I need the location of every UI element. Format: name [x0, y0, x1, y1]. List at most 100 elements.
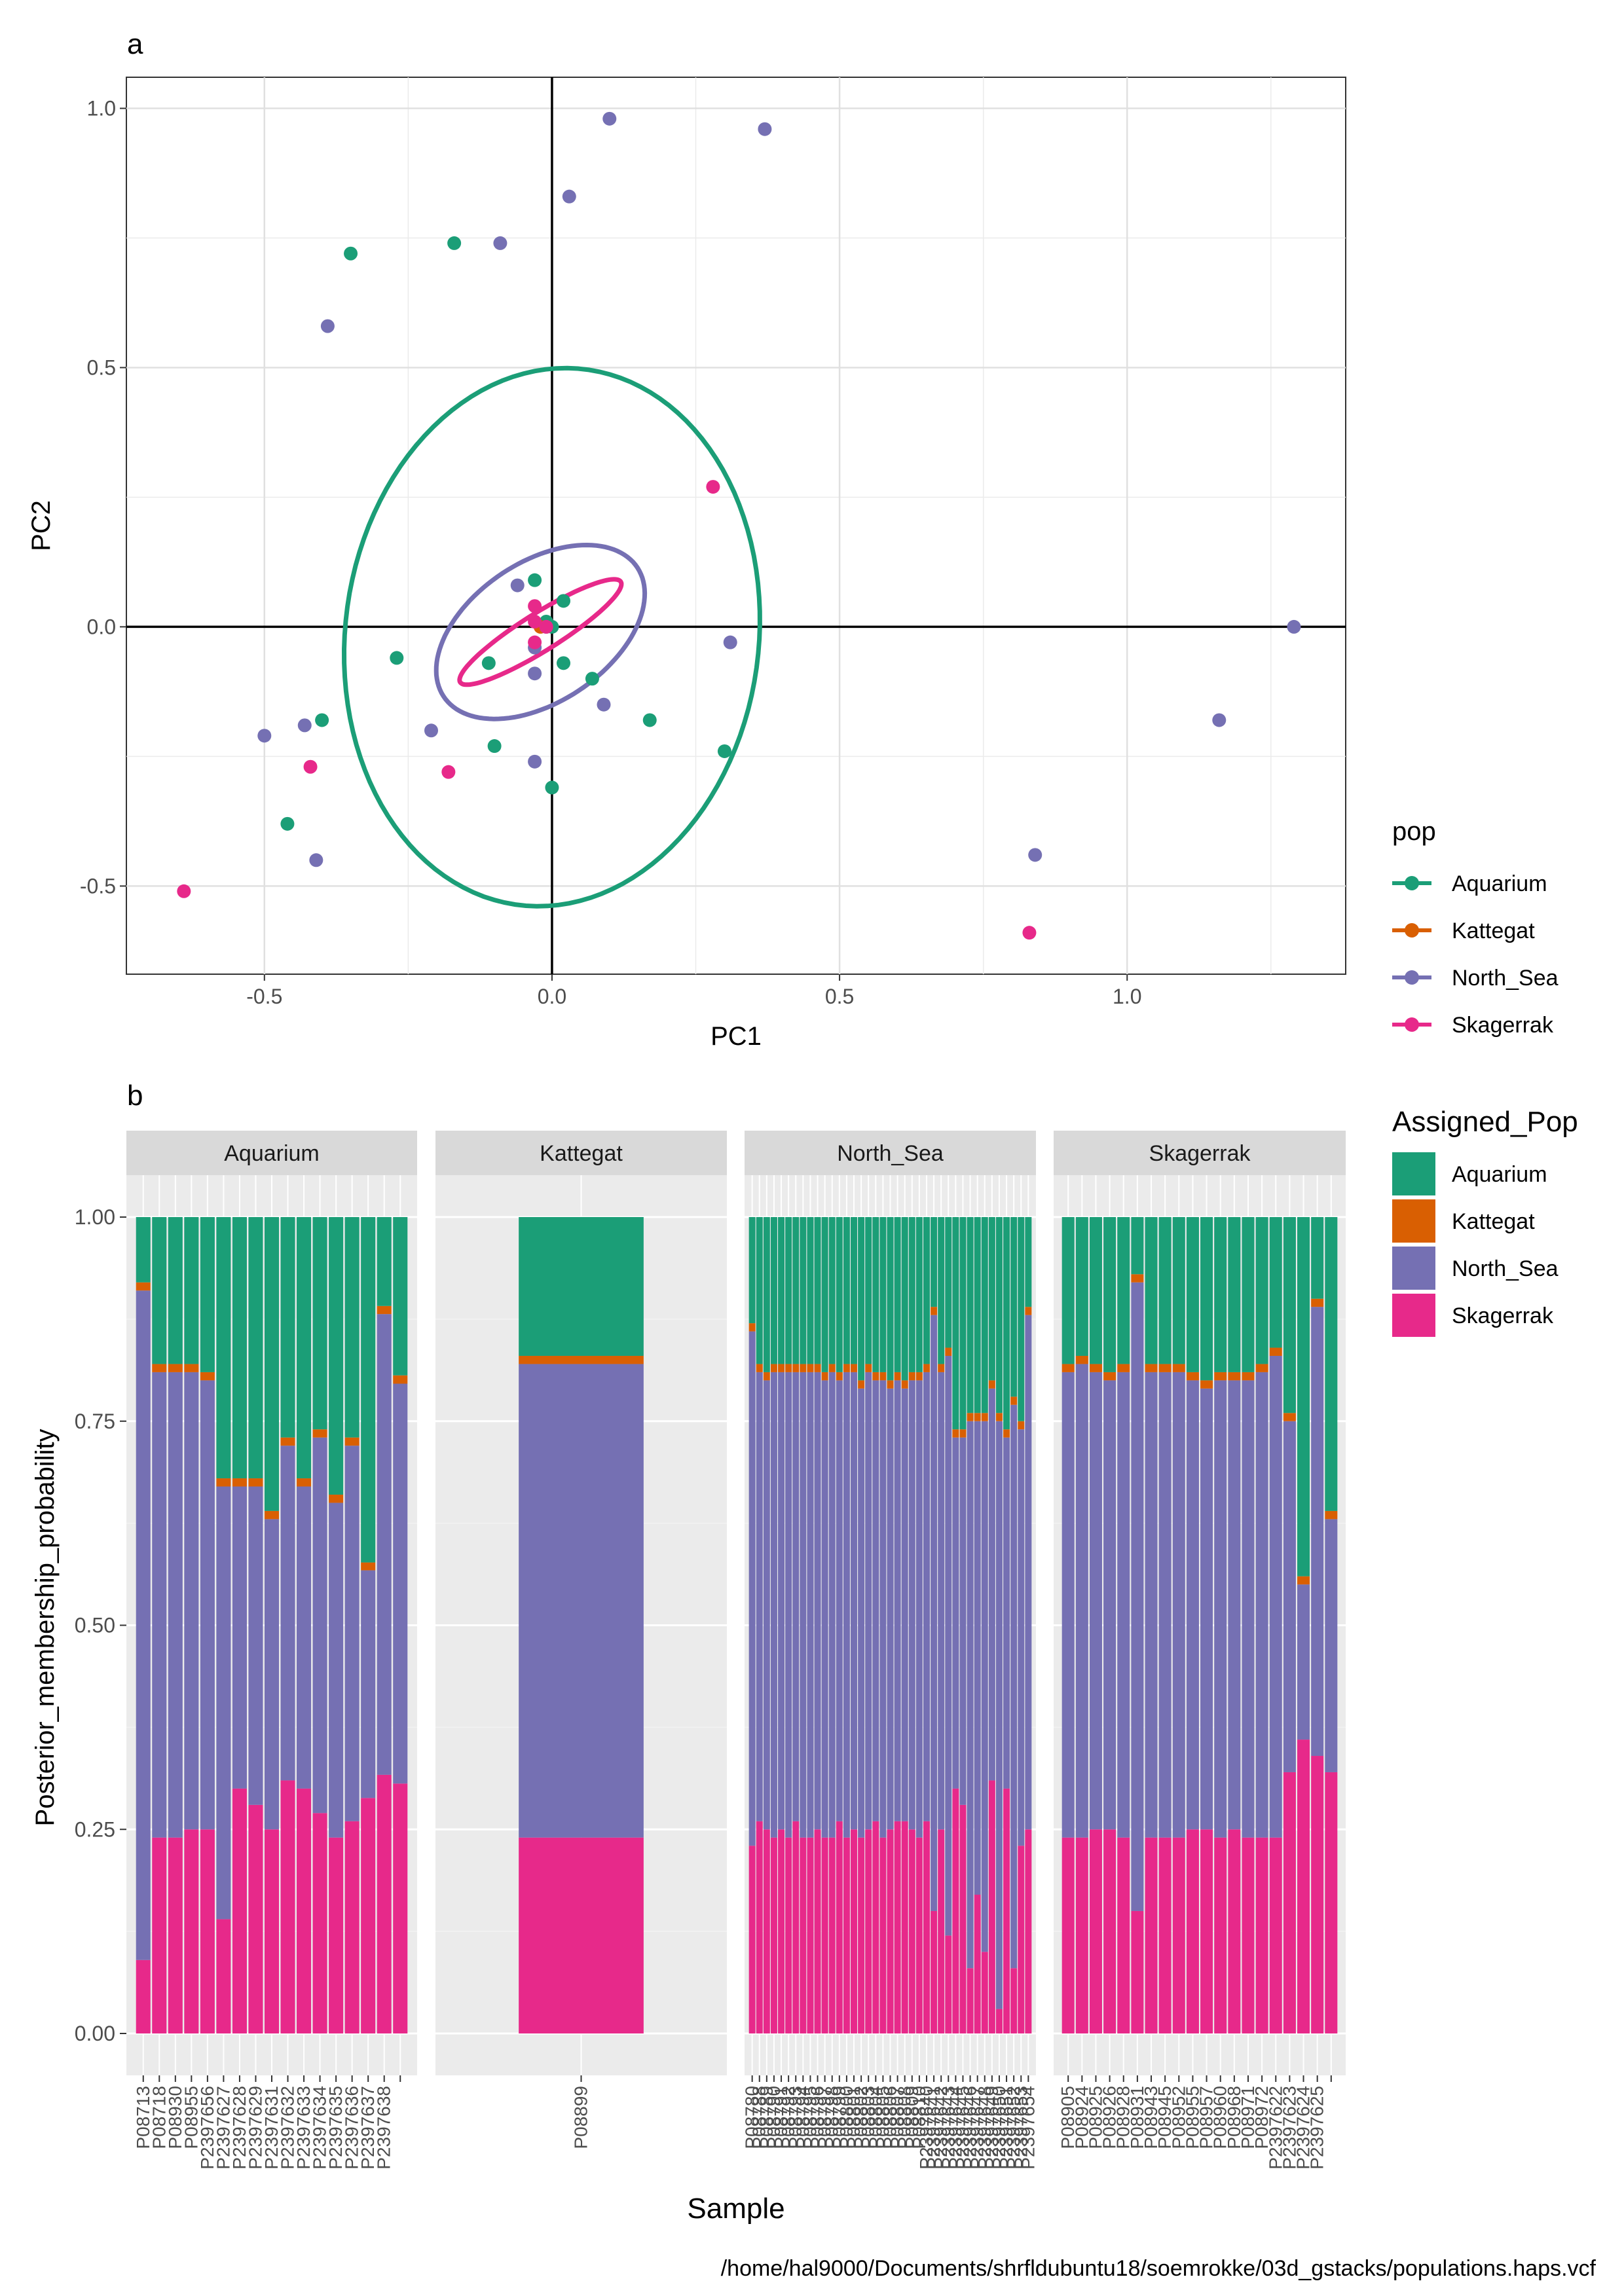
bar-segment-skagerrak — [945, 1935, 952, 2033]
bar-x-tick-label: P08945 — [1154, 2086, 1175, 2149]
bar-segment-north-sea — [1242, 1380, 1255, 1838]
bar-legend: Assigned_Pop Aquarium Kattegat North_Sea Sk… — [1392, 1106, 1578, 1337]
pca-point-north-sea — [758, 122, 772, 136]
pca-point-skagerrak — [441, 765, 456, 779]
bar-segment-north-sea — [1158, 1372, 1172, 1838]
pca-point-aquarium — [315, 713, 329, 727]
bar-y-tick-label: 0.75 — [75, 1410, 115, 1433]
bar-segment-aquarium — [1089, 1217, 1102, 1364]
bar-segment-skagerrak — [248, 1804, 263, 2033]
bar-segment-skagerrak — [1018, 1846, 1025, 2033]
bar-segment-kattegat — [945, 1347, 952, 1356]
bar-x-tick-label: P08789 — [756, 2086, 777, 2149]
bar-segment-aquarium — [377, 1217, 392, 1306]
bar-segment-aquarium — [785, 1217, 792, 1364]
bar-segment-kattegat — [1131, 1274, 1144, 1283]
bar-segment-skagerrak — [894, 1821, 901, 2033]
bar-x-tick-label: P08801 — [843, 2086, 864, 2149]
bar-segment-aquarium — [800, 1217, 807, 1364]
bar-segment-skagerrak — [1269, 1837, 1282, 2033]
bar-segment-aquarium — [344, 1217, 360, 1438]
bar-segment-north-sea — [988, 1388, 995, 1781]
bar-segment-skagerrak — [908, 1829, 915, 2033]
bar-segment-aquarium — [1242, 1217, 1255, 1372]
bar-x-tick-label: P08780 — [742, 2086, 762, 2149]
bar-segment-aquarium — [858, 1217, 865, 1381]
bar-x-tick-label: P08971 — [1238, 2086, 1258, 2149]
bar-segment-aquarium — [923, 1217, 930, 1364]
bar-segment-north-sea — [778, 1372, 785, 1830]
bar-segment-skagerrak — [821, 1837, 828, 2033]
bar-segment-kattegat — [865, 1364, 872, 1372]
bar-segment-north-sea — [952, 1437, 959, 1789]
bar-x-tick-label: P08905 — [1058, 2086, 1078, 2149]
bar-segment-north-sea — [908, 1380, 915, 1830]
bar-x-tick-label: P2397625 — [1307, 2086, 1327, 2170]
bar-segment-kattegat — [1010, 1396, 1018, 1405]
bar-segment-aquarium — [152, 1217, 167, 1364]
bar-x-tick-label: P08792 — [778, 2086, 798, 2149]
pca-ellipse-aquarium — [341, 365, 762, 909]
bar-x-tick-label: P08790 — [764, 2086, 784, 2149]
bar-segment-skagerrak — [1242, 1837, 1255, 2033]
bar-segment-north-sea — [361, 1570, 376, 1798]
bar-segment-aquarium — [945, 1217, 952, 1348]
bar-segment-north-sea — [1325, 1519, 1338, 1772]
bar-x-tick-label: P08931 — [1127, 2086, 1147, 2149]
pca-y-axis-title: PC2 — [27, 500, 56, 551]
bar-x-tick-label: P08809 — [902, 2086, 922, 2149]
bar-x-tick-label: P08899 — [571, 2086, 591, 2149]
pca-point-skagerrak — [177, 884, 191, 898]
bar-segment-aquarium — [1003, 1217, 1010, 1430]
bar-segment-skagerrak — [519, 1837, 644, 2033]
bar-x-tick-label: P2397628 — [229, 2086, 249, 2170]
bar-segment-skagerrak — [1172, 1837, 1185, 2033]
bar-x-tick-label: P08808 — [895, 2086, 915, 2149]
footer-file-path: /home/hal9000/Documents/shrfldubuntu18/s… — [721, 2256, 1596, 2281]
bar-x-tick-label: P2397654 — [1018, 2086, 1038, 2170]
pca-point-north-sea — [424, 723, 438, 738]
bar-segment-kattegat — [974, 1413, 981, 1421]
bar-segment-north-sea — [843, 1372, 850, 1838]
facet-strip-label: Kattegat — [540, 1141, 623, 1166]
bar-segment-north-sea — [828, 1372, 836, 1838]
pca-point-north-sea — [528, 666, 542, 681]
bar-x-axis-title: Sample — [687, 2193, 784, 2225]
bar-segment-aquarium — [1200, 1217, 1213, 1381]
bar-x-tick-label: P08805 — [872, 2086, 893, 2149]
bar-segment-kattegat — [778, 1364, 785, 1372]
bar-segment-aquarium — [1025, 1217, 1032, 1307]
bar-segment-north-sea — [393, 1383, 408, 1784]
bar-segment-aquarium — [748, 1217, 756, 1324]
bar-x-tick-label: P2397646 — [960, 2086, 980, 2170]
bar-x-tick-label: P2397631 — [261, 2086, 282, 2170]
bar-segment-kattegat — [879, 1372, 887, 1381]
pca-y-tick-label: 0.5 — [87, 355, 116, 379]
bar-segment-skagerrak — [995, 2009, 1003, 2033]
bar-segment-aquarium — [865, 1217, 872, 1364]
bar-segment-north-sea — [879, 1380, 887, 1838]
bar-segment-skagerrak — [1131, 1910, 1144, 2033]
pca-point-aquarium — [390, 651, 404, 665]
bar-x-tick-label: P08960 — [1210, 2086, 1230, 2149]
bar-x-tick-label: P08791 — [771, 2086, 791, 2149]
bar-segment-north-sea — [858, 1388, 865, 1838]
bar-segment-aquarium — [329, 1217, 344, 1495]
bar-x-tick-label: P08955 — [1182, 2086, 1202, 2149]
bar-x-tick-label: P2397642 — [931, 2086, 951, 2170]
panel-a-label: a — [127, 28, 143, 60]
panel-b: b AquariumP08713P08718P08930P08955P23976… — [31, 1080, 1578, 2225]
bar-segment-aquarium — [995, 1217, 1003, 1413]
bar-segment-aquarium — [264, 1217, 280, 1511]
bar-x-tick-label: P08804 — [865, 2086, 885, 2149]
bar-segment-north-sea — [1025, 1315, 1032, 1830]
bar-segment-skagerrak — [344, 1821, 360, 2033]
legend-label: Kattegat — [1452, 919, 1535, 943]
pca-point-skagerrak — [528, 615, 542, 629]
bar-segment-skagerrak — [1025, 1829, 1032, 2033]
bar-segment-skagerrak — [981, 1952, 988, 2033]
pca-point-north-sea — [309, 853, 323, 867]
bar-segment-skagerrak — [770, 1837, 777, 2033]
bar-x-tick-label: P2397649 — [982, 2086, 1002, 2170]
bar-segment-north-sea — [280, 1446, 295, 1781]
